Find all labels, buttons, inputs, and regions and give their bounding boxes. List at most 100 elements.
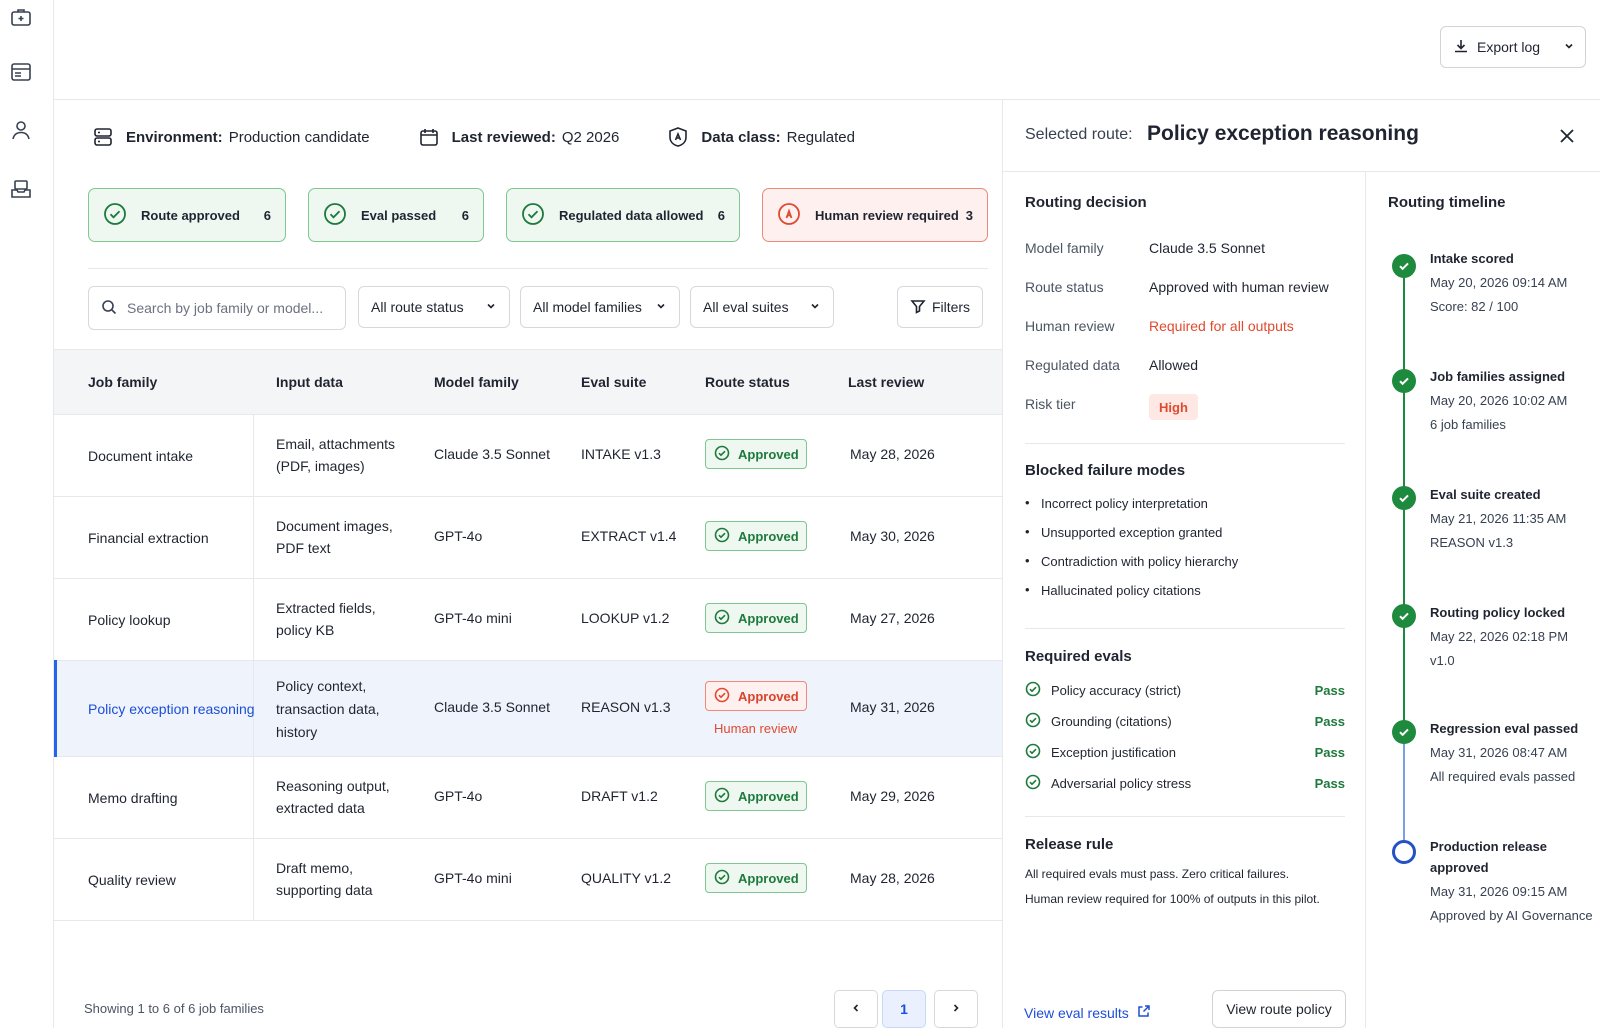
page-1-button[interactable]: 1 [882,990,926,1028]
download-icon [1453,38,1469,57]
export-log-button[interactable]: Export log [1440,26,1586,68]
chip-human-review-required[interactable]: Human review required 3 [762,188,988,242]
input-line: Email, attachments [276,436,396,452]
status-label: Approved [738,870,799,886]
human-review-note: Human review [714,721,798,736]
divider [88,268,988,269]
table-row[interactable]: Policy lookup Extracted fields, policy K… [54,579,1002,661]
eval-suites-select[interactable]: All eval suites [690,286,834,328]
header-last-review[interactable]: Last review [848,374,925,390]
cell-last-review: May 30, 2026 [850,528,935,544]
eval-name: Policy accuracy (strict) [1051,682,1182,698]
chip-eval-passed[interactable]: Eval passed 6 [308,188,484,242]
divider [1025,628,1345,629]
timeline-pending-icon [1392,840,1416,864]
cell-job-family: Memo drafting [88,790,178,806]
decision-key: Human review [1025,318,1115,334]
timeline-item-time: May 31, 2026 08:47 AM [1430,745,1568,760]
table-row-selected[interactable]: Policy exception reasoning Policy contex… [54,660,1002,757]
briefcase-icon[interactable] [8,4,34,30]
timeline-item-time: May 20, 2026 09:14 AM [1430,275,1568,290]
eval-result: Pass [1314,744,1345,760]
search-input[interactable] [127,300,327,316]
table-row[interactable]: Memo drafting Reasoning output, extracte… [54,757,1002,839]
server-window-icon[interactable] [8,59,34,85]
table-row[interactable]: Document intake Email, attachments (PDF,… [54,415,1002,497]
timeline-item-detail: 6 job families [1430,417,1506,432]
filters-label: Filters [931,299,971,315]
timeline-check-icon [1392,720,1416,744]
route-status-select[interactable]: All route status [358,286,510,328]
input-line: Extracted fields, [276,600,376,616]
search-box[interactable] [88,286,346,330]
last-reviewed-meta: Last reviewed: Q2 2026 [418,126,619,148]
input-line: Draft memo, [276,860,354,876]
table-row[interactable]: Financial extraction Document images, PD… [54,497,1002,579]
check-circle-icon [714,869,730,888]
timeline-item-detail: v1.0 [1430,653,1455,668]
data-class-key: Data class: [701,128,781,146]
table-count-text: Showing 1 to 6 of 6 job families [84,1001,264,1016]
chevron-left-icon [850,1001,862,1017]
selected-route-label: Selected route: [1025,126,1133,143]
timeline-item-title: Job families assigned [1430,369,1566,384]
cell-input-data: Reasoning output, extracted data [276,775,390,819]
chip-regulated-data-allowed[interactable]: Regulated data allowed 6 [506,188,740,242]
cell-input-data: Document images, PDF text [276,515,393,559]
model-families-select[interactable]: All model families [520,286,680,328]
timeline-item-detail: Score: 82 / 100 [1430,299,1519,314]
chip-route-approved[interactable]: Route approved 6 [88,188,286,242]
chip-count: 6 [263,207,271,223]
status-badge: Approved [705,863,807,893]
cell-job-family: Financial extraction [88,530,209,546]
eval-row: Exception justification Pass [1025,742,1345,762]
view-eval-results-link[interactable]: View eval results [1024,1004,1151,1021]
cell-eval-suite: INTAKE v1.3 [581,446,661,462]
input-line: transaction data, [276,701,380,717]
release-rule-text: All required evals must pass. Zero criti… [1025,862,1320,912]
blocked-mode-label: Incorrect policy interpretation [1041,496,1208,511]
header-route-status[interactable]: Route status [705,374,790,390]
status-badge: Approved [705,603,807,633]
header-eval-suite[interactable]: Eval suite [581,374,647,390]
input-line: extracted data [276,800,365,816]
routing-timeline-title: Routing timeline [1388,194,1506,211]
timeline-item-title: Eval suite created [1430,487,1541,502]
routing-decision-title: Routing decision [1025,194,1147,211]
blocked-mode-label: Hallucinated policy citations [1041,583,1201,598]
divider [1025,816,1345,817]
inbox-stack-icon[interactable] [8,176,34,202]
left-nav-rail [0,0,54,1028]
eval-name: Adversarial policy stress [1051,775,1192,791]
header-job-family[interactable]: Job family [88,374,158,390]
timeline-line-pending [1403,734,1405,850]
eval-row: Grounding (citations) Pass [1025,711,1345,731]
eval-result: Pass [1314,682,1345,698]
header-input-data[interactable]: Input data [276,374,343,390]
chip-label: Route approved [141,207,240,223]
prev-page-button[interactable] [834,990,878,1028]
timeline-item-detail: All required evals passed [1430,769,1576,784]
column-divider [253,839,254,920]
cell-last-review: May 27, 2026 [850,610,935,626]
status-label: Approved [738,610,799,626]
alert-circle-icon [777,202,801,229]
cell-input-data: Draft memo, supporting data [276,857,373,901]
status-label: Approved [738,528,799,544]
header-model-family[interactable]: Model family [434,374,519,390]
blocked-mode-label: Contradiction with policy hierarchy [1041,554,1239,569]
check-circle-icon [521,202,545,229]
eval-name: Grounding (citations) [1051,713,1172,729]
blocked-failure-modes-title: Blocked failure modes [1025,462,1186,479]
chevron-down-icon [809,299,821,315]
table-row[interactable]: Quality review Draft memo, supporting da… [54,839,1002,921]
next-page-button[interactable] [934,990,978,1028]
close-icon[interactable] [1555,124,1579,148]
view-route-policy-button[interactable]: View route policy [1212,990,1346,1028]
table-header: Job family Input data Model family Eval … [54,349,1002,415]
filters-button[interactable]: Filters [897,286,983,328]
environment-meta: Environment: Production candidate [92,126,370,148]
cell-input-data: Email, attachments (PDF, images) [276,433,395,477]
panel-column-divider [1365,172,1366,1028]
user-icon[interactable] [8,117,34,143]
